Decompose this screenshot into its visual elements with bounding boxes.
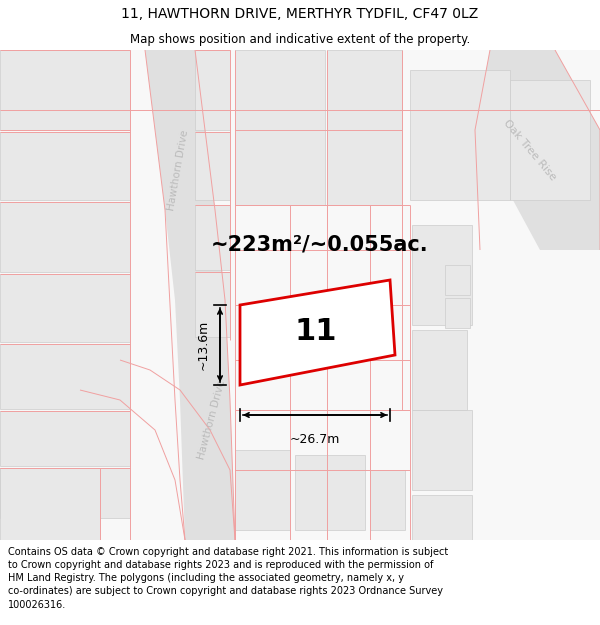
Bar [0, 344, 130, 409]
Text: 11: 11 [295, 317, 337, 346]
Bar [412, 410, 472, 490]
Bar [0, 468, 130, 518]
Bar [195, 50, 230, 130]
Bar [410, 70, 510, 200]
Text: ~13.6m: ~13.6m [197, 320, 210, 370]
Bar [510, 80, 590, 200]
Text: ~26.7m: ~26.7m [290, 433, 340, 446]
Text: Hawthorn Drive: Hawthorn Drive [166, 129, 190, 211]
Bar [445, 298, 470, 328]
Bar [235, 50, 325, 205]
Bar [195, 132, 230, 200]
Bar [412, 495, 472, 540]
Bar [195, 272, 230, 337]
Text: Contains OS data © Crown copyright and database right 2021. This information is : Contains OS data © Crown copyright and d… [8, 547, 448, 609]
Bar [0, 202, 130, 272]
Text: Map shows position and indicative extent of the property.: Map shows position and indicative extent… [130, 32, 470, 46]
Bar [445, 265, 470, 295]
Bar [370, 470, 405, 530]
Bar [412, 225, 472, 325]
Polygon shape [240, 280, 395, 385]
Bar [195, 205, 230, 270]
Bar [0, 50, 130, 130]
Bar [0, 132, 130, 200]
Text: 11, HAWTHORN DRIVE, MERTHYR TYDFIL, CF47 0LZ: 11, HAWTHORN DRIVE, MERTHYR TYDFIL, CF47… [121, 7, 479, 21]
Bar [235, 450, 290, 530]
Polygon shape [145, 50, 235, 540]
Bar [0, 274, 130, 342]
Polygon shape [475, 50, 600, 250]
Text: Hawthorn Drive: Hawthorn Drive [197, 379, 227, 461]
Text: Oak Tree Rise: Oak Tree Rise [502, 118, 558, 182]
Bar [412, 330, 467, 410]
Bar [0, 468, 100, 540]
Bar [295, 455, 365, 530]
Bar [0, 411, 130, 466]
Bar [327, 50, 402, 205]
Text: ~223m²/~0.055ac.: ~223m²/~0.055ac. [211, 235, 429, 255]
